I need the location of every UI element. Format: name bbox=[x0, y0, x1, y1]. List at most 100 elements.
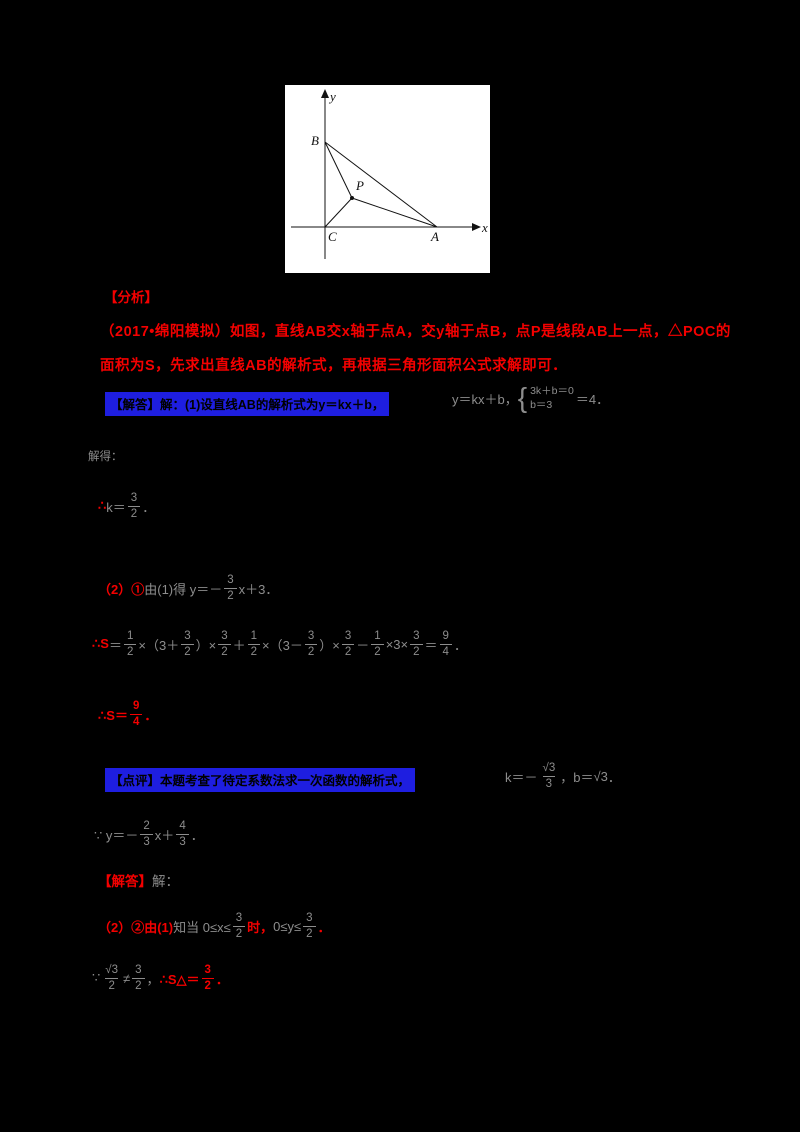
analysis-text-line-2: 面积为S，先求出直线AB的解析式，再根据三角形面积公式求解即可． bbox=[100, 358, 568, 374]
math-text: ＝ bbox=[424, 637, 438, 653]
math-line-area-result: ∴S＝ 9 4 ． bbox=[98, 696, 157, 732]
fraction-denominator: 4 bbox=[129, 713, 143, 729]
fraction-denominator: 3 bbox=[542, 775, 556, 791]
fraction-denominator: 2 bbox=[304, 643, 318, 659]
math-text: ． bbox=[453, 637, 467, 653]
fraction-numerator: 3 bbox=[307, 630, 315, 643]
fraction-numerator: 4 bbox=[179, 820, 186, 833]
math-text: 0≤y≤ bbox=[273, 918, 302, 934]
fraction-denominator: 2 bbox=[224, 587, 237, 603]
segment-PA bbox=[351, 197, 438, 228]
axes bbox=[291, 97, 477, 259]
math-line-final: ∵ √3 2 ≠ 3 2， ∴S△＝ 3 2 ． bbox=[92, 956, 229, 1000]
math-line-area-equation: ∴S ＝ 1 2 ×（3＋ 3 2 ）× 3 2 ＋ 1 2 ×（3－ 3 2 ）× 3 2 － 1 2 ×3× 3 2 ＝ 9 4 ． bbox=[92, 624, 467, 664]
math-text: 由(1)得 y＝－ bbox=[144, 581, 223, 597]
system-row: 3k＋b＝0 bbox=[530, 384, 574, 397]
figure-canvas: y B P C A x bbox=[285, 85, 490, 273]
fraction-denominator: 2 bbox=[132, 977, 145, 993]
fraction-denominator: 2 bbox=[181, 643, 194, 659]
answer-label-line: 【解答】 解： bbox=[98, 870, 179, 890]
fraction-numerator: √3 bbox=[105, 964, 118, 977]
label-B: B bbox=[311, 133, 319, 148]
math-text: ． bbox=[190, 827, 204, 843]
math-line-k-value: ∴ k＝ 3 2 ． bbox=[98, 488, 155, 524]
fraction-numerator: 3 bbox=[135, 964, 142, 977]
math-text: 解： bbox=[152, 874, 179, 889]
fraction-numerator: 3 bbox=[130, 492, 138, 505]
red-text: 【解答】 bbox=[98, 874, 152, 889]
math-text: { bbox=[517, 382, 528, 413]
fraction-numerator: 3 bbox=[413, 630, 420, 643]
math-text: 解得： bbox=[88, 451, 123, 463]
fraction-numerator: 1 bbox=[250, 630, 258, 643]
math-text: ∵ bbox=[92, 970, 101, 985]
fraction-denominator: 2 bbox=[105, 977, 118, 993]
figure-segments bbox=[324, 141, 438, 228]
fraction-denominator: 3 bbox=[176, 833, 189, 849]
fraction-denominator: 3 bbox=[140, 833, 153, 849]
equation-system: 3k＋b＝0 b＝3 bbox=[530, 384, 574, 412]
fraction-denominator: 4 bbox=[439, 643, 452, 659]
math-text: x＋ bbox=[154, 827, 175, 843]
fraction-numerator: 9 bbox=[132, 700, 140, 713]
fraction-numerator: 1 bbox=[374, 630, 381, 643]
math-text: ． bbox=[142, 499, 156, 515]
math-text: ，b＝ bbox=[560, 769, 594, 785]
math-text: y＝kx＋b， bbox=[452, 391, 518, 407]
fraction-numerator: 3 bbox=[204, 964, 211, 977]
label-P: P bbox=[355, 178, 364, 193]
fraction-denominator: 2 bbox=[303, 925, 316, 941]
analysis-text-line-1: （2017•绵阳模拟）如图，直线AB交x轴于点A，交y轴于点B，点P是线段AB上… bbox=[100, 324, 731, 340]
fraction-denominator: 2 bbox=[371, 643, 384, 659]
fraction-numerator: 3 bbox=[184, 630, 191, 643]
fraction-denominator: 2 bbox=[123, 643, 137, 659]
math-text: √3 bbox=[593, 768, 608, 784]
red-text: ． bbox=[215, 971, 229, 987]
red-text: ∴S bbox=[92, 636, 109, 651]
red-text: ∴ bbox=[98, 498, 107, 513]
fraction-denominator: 2 bbox=[218, 643, 231, 659]
math-line-solve: 解得： bbox=[88, 448, 123, 464]
math-line-part2b: （2）②由(1) 知当 0≤x≤ 3 2 时， 0≤y≤ 3 2 ． bbox=[98, 906, 331, 946]
red-text: （2）① bbox=[98, 581, 145, 597]
math-text: ∵ y＝－ bbox=[94, 827, 139, 843]
fraction-numerator: √3 bbox=[542, 762, 556, 775]
point-P-dot bbox=[350, 196, 354, 200]
math-line-part2: （2）① 由(1)得 y＝－ 3 2 x＋3． bbox=[98, 570, 278, 606]
solution-header: 【解答】解：(1)设直线AB的解析式为y＝kx＋b， bbox=[105, 392, 390, 416]
fraction-numerator: 3 bbox=[344, 630, 352, 643]
math-line-equation2: ∵ y＝－ 2 3 x＋ 4 3 ． bbox=[94, 814, 204, 854]
red-text: ． bbox=[317, 919, 331, 935]
fraction-denominator: 2 bbox=[201, 977, 214, 993]
red-text: ∴S＝ bbox=[98, 707, 128, 723]
fraction-numerator: 9 bbox=[442, 630, 449, 643]
math-text: ≠ bbox=[123, 970, 131, 986]
comment-header: 【点评】本题考查了待定系数法求一次函数的解析式， bbox=[105, 768, 416, 792]
x-axis-arrow-icon bbox=[472, 223, 481, 231]
segment-BP bbox=[324, 141, 353, 199]
red-text: ∴S△＝ bbox=[159, 971, 200, 987]
math-text: ×3× bbox=[385, 636, 409, 652]
figure-background bbox=[285, 85, 490, 273]
analysis-label: 【分析】 bbox=[104, 290, 158, 305]
label-A: A bbox=[430, 229, 439, 244]
math-text: ＝ bbox=[108, 637, 122, 653]
fraction-numerator: 3 bbox=[221, 630, 228, 643]
segment-BA bbox=[324, 141, 438, 228]
math-text: － bbox=[356, 637, 370, 653]
fraction: √3 3 bbox=[540, 761, 559, 791]
segment-CP bbox=[324, 197, 353, 228]
geometry-figure: y B P C A x bbox=[285, 85, 490, 273]
fraction-numerator: 3 bbox=[227, 574, 234, 587]
